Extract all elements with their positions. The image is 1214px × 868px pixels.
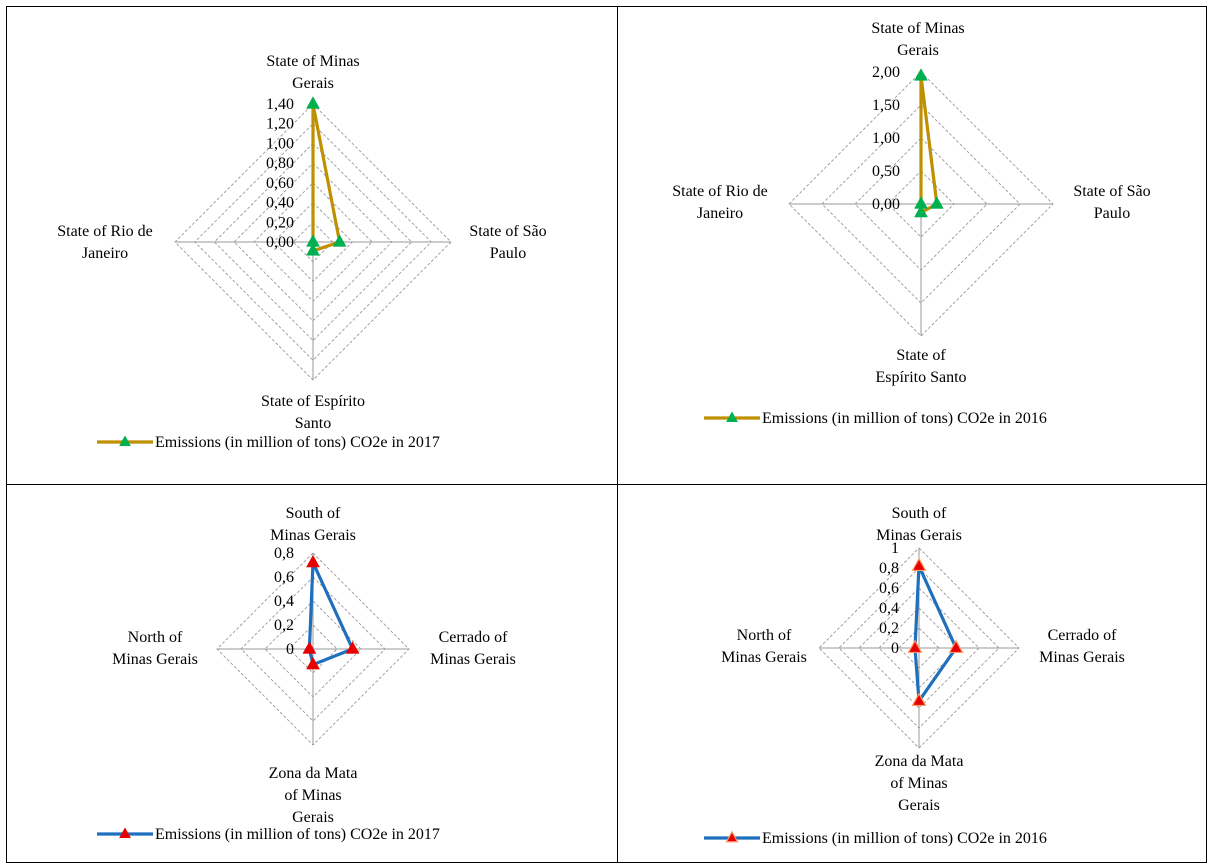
outer-border bbox=[6, 6, 1207, 863]
grid-ring bbox=[878, 607, 960, 689]
data-point bbox=[911, 692, 927, 707]
category-label: State of Espírito Santo bbox=[261, 393, 365, 432]
tick-label: 2,00 bbox=[872, 64, 900, 81]
tick-label: 0,00 bbox=[872, 196, 900, 213]
tick-label: 0,50 bbox=[872, 163, 900, 180]
legend-label: Emissions (in million of tons) CO2e in 2… bbox=[155, 434, 440, 451]
category-label: State of São Paulo bbox=[469, 223, 546, 262]
tick-label: 0,6 bbox=[879, 580, 899, 597]
data-point bbox=[332, 234, 347, 247]
data-point bbox=[914, 204, 928, 218]
tick-label: 1,00 bbox=[872, 130, 900, 147]
category-label: Cerrado of Minas Gerais bbox=[430, 629, 516, 668]
legend-label: Emissions (in million of tons) CO2e in 2… bbox=[762, 410, 1047, 427]
tick-label: 0,00 bbox=[266, 234, 294, 251]
category-label: Cerrado of Minas Gerais bbox=[1039, 627, 1125, 666]
data-point bbox=[306, 96, 320, 109]
tick-label: 0,8 bbox=[274, 545, 294, 562]
data-point bbox=[911, 557, 927, 572]
category-label: North of Minas Gerais bbox=[721, 627, 807, 666]
tick-label: 1,00 bbox=[266, 135, 294, 152]
legend-label: Emissions (in million of tons) CO2e in 2… bbox=[155, 826, 440, 843]
legend-marker bbox=[119, 827, 131, 839]
data-point bbox=[306, 656, 320, 670]
data-point bbox=[914, 196, 928, 209]
legend: Emissions (in million of tons) CO2e in 2… bbox=[704, 830, 1047, 847]
chart-body: 0,00 0,50 1,00 1,50 2,00 State of Minas Gerais… bbox=[672, 20, 1150, 427]
tick-label: 0,2 bbox=[879, 620, 899, 637]
category-label: Zona da Mata of Minas Gerais bbox=[875, 753, 964, 814]
legend-marker bbox=[726, 411, 738, 423]
tick-label: 1,40 bbox=[266, 96, 294, 113]
data-point bbox=[306, 234, 320, 247]
category-label: State of Rio de Janeiro bbox=[672, 183, 768, 222]
category-label: South of Minas Gerais bbox=[270, 505, 356, 544]
grid-ring bbox=[240, 576, 386, 722]
tick-label: 0,80 bbox=[266, 155, 294, 172]
data-point bbox=[907, 639, 923, 654]
category-label: State of Rio de Janeiro bbox=[57, 223, 153, 262]
tick-label: 0,20 bbox=[266, 214, 294, 231]
grid-ring bbox=[213, 142, 413, 342]
legend: Emissions (in million of tons) CO2e in 2… bbox=[704, 410, 1047, 427]
tick-label: 0 bbox=[891, 640, 899, 657]
tick-label: 0,4 bbox=[274, 593, 294, 610]
data-point bbox=[306, 243, 320, 256]
tick-label: 0 bbox=[286, 641, 294, 658]
tick-label: 1,50 bbox=[872, 97, 900, 114]
data-point bbox=[306, 554, 320, 568]
category-label: State of São Paulo bbox=[1073, 183, 1150, 222]
legend: Emissions (in million of tons) CO2e in 2… bbox=[97, 826, 440, 843]
grid-ring bbox=[887, 170, 955, 238]
tick-label: 0,60 bbox=[266, 175, 294, 192]
data-point bbox=[302, 641, 317, 654]
tick-label: 1 bbox=[891, 540, 899, 557]
grid-ring bbox=[788, 71, 1054, 337]
chart-body: 0,00 0,20 0,40 0,60 0,80 1,00 1,20 1,40 State of… bbox=[57, 53, 546, 451]
category-label: State of Minas Gerais bbox=[871, 20, 964, 59]
tick-label: 0,8 bbox=[879, 560, 899, 577]
legend-label: Emissions (in million of tons) CO2e in 2… bbox=[762, 830, 1047, 847]
tick-label: 0,6 bbox=[274, 569, 294, 586]
data-point bbox=[914, 68, 928, 81]
category-label: North of Minas Gerais bbox=[112, 629, 198, 668]
grid-ring bbox=[233, 162, 393, 322]
legend-marker bbox=[119, 435, 131, 447]
data-point bbox=[345, 641, 360, 654]
tick-label: 0,40 bbox=[266, 195, 294, 212]
series-line bbox=[913, 565, 958, 706]
grid-ring bbox=[194, 123, 432, 361]
category-label: South of Minas Gerais bbox=[876, 505, 962, 544]
legend-marker bbox=[725, 830, 739, 843]
tick-label: 0,4 bbox=[879, 600, 899, 617]
legend: Emissions (in million of tons) CO2e in 2… bbox=[97, 434, 440, 451]
data-point bbox=[929, 196, 944, 209]
tick-label: 1,20 bbox=[266, 116, 294, 133]
tick-label: 0,2 bbox=[274, 617, 294, 634]
category-label: State of Espírito Santo bbox=[875, 347, 966, 386]
grid-ring bbox=[858, 587, 980, 709]
category-label: Zona da Mata of Minas Gerais bbox=[269, 765, 358, 826]
category-label: State of Minas Gerais bbox=[266, 53, 359, 92]
data-point bbox=[948, 639, 964, 654]
